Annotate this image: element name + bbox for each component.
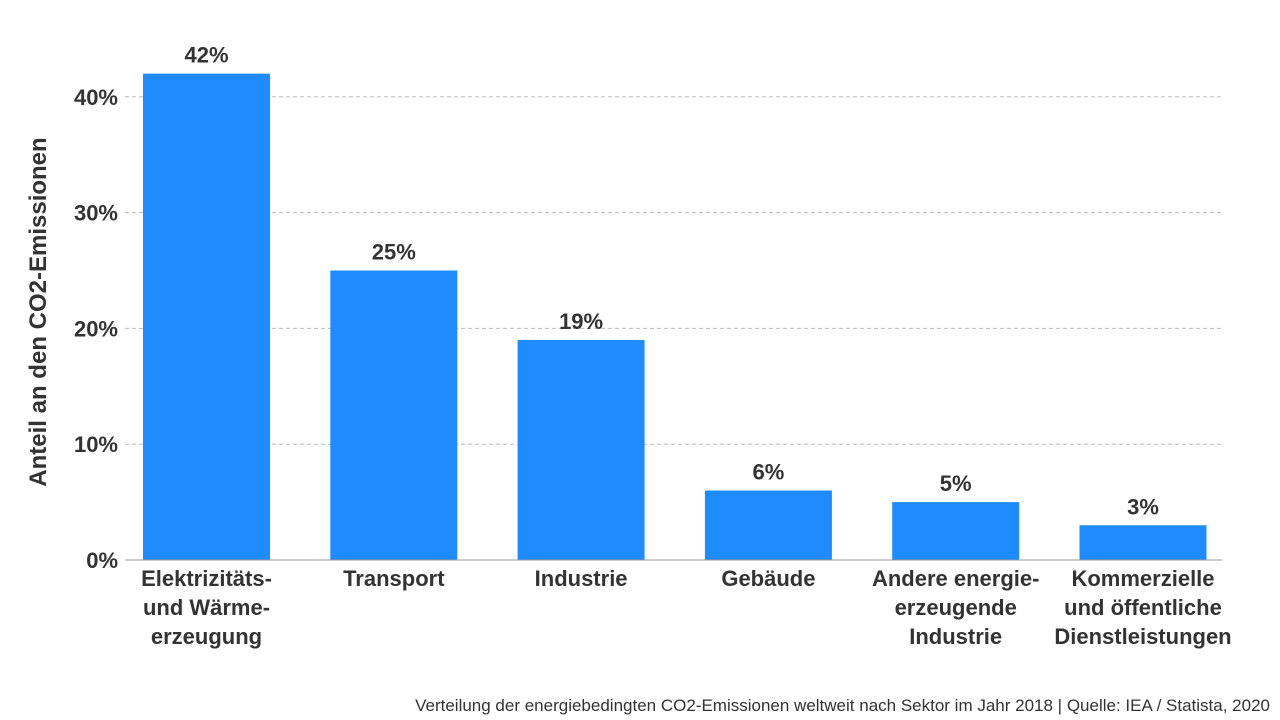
data-labels: 42% 25% 19% 6% 5% 3% — [184, 43, 1158, 520]
x-category-label: Kommerzielle und öffentliche Dienstleistun… — [1054, 566, 1231, 649]
x-category-label: Andere energie-erzeugende Industrie — [872, 566, 1040, 649]
data-label: 5% — [940, 471, 972, 496]
data-label: 25% — [372, 240, 416, 265]
bars — [143, 73, 1207, 560]
y-tick-label: 10% — [74, 432, 118, 457]
x-category-label: Transport — [343, 566, 445, 591]
data-label: 19% — [559, 309, 603, 334]
y-tick-label: 30% — [74, 201, 118, 226]
bar — [1079, 525, 1207, 560]
bar — [330, 270, 458, 560]
bar — [704, 490, 832, 560]
x-category-label: Industrie — [535, 566, 628, 591]
y-axis-title: Anteil an den CO2-Emissionen — [25, 137, 52, 486]
bar — [517, 339, 645, 560]
source-caption: Verteilung der energiebedingten CO2-Emis… — [415, 696, 1270, 715]
bar — [143, 73, 270, 560]
y-tick-label: 0% — [86, 548, 118, 573]
data-label: 6% — [753, 460, 785, 485]
gridlines — [125, 96, 1222, 445]
x-category-label: Elektrizitäts-und Wärme-erzeugung — [141, 566, 272, 649]
x-category-label: Gebäude — [721, 566, 815, 591]
category-labels: Elektrizitäts-und Wärme-erzeugung Transpo… — [141, 566, 1232, 649]
y-tick-label: 40% — [74, 85, 118, 110]
data-label: 3% — [1127, 494, 1159, 519]
data-label: 42% — [184, 43, 228, 68]
y-axis-ticks: 0% 10% 20% 30% 40% — [74, 85, 118, 573]
y-tick-label: 20% — [74, 316, 118, 341]
bar — [892, 502, 1020, 560]
